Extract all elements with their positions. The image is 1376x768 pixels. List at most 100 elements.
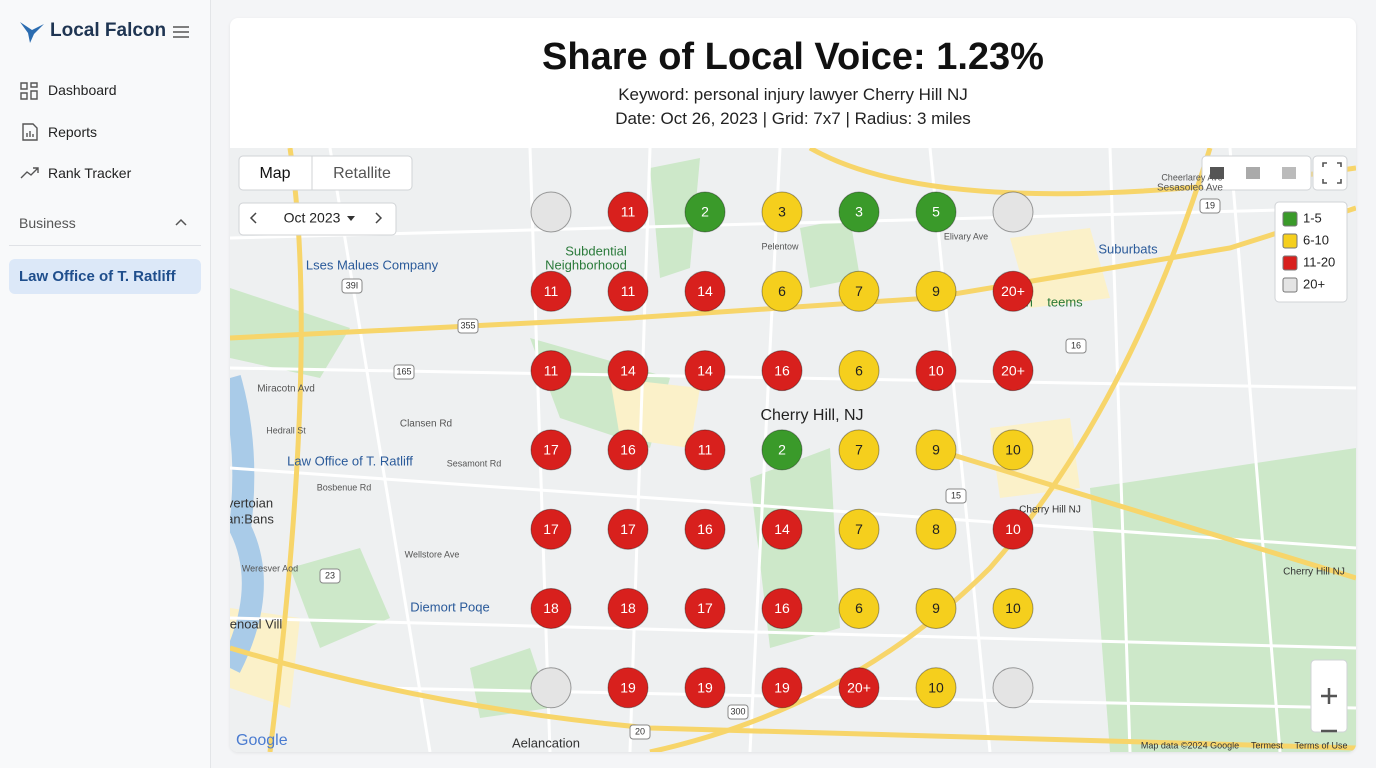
- view-icons[interactable]: [1210, 167, 1296, 179]
- rank-marker[interactable]: [915, 429, 957, 471]
- rank-marker[interactable]: [838, 588, 880, 629]
- rank-marker[interactable]: [530, 429, 572, 471]
- brand-logo: [20, 22, 44, 43]
- nav-item[interactable]: Rank Tracker: [48, 165, 132, 181]
- road-shield: [1065, 338, 1087, 354]
- map[interactable]: Cherry Hill, NJ Law Office of T. Ratliff S…: [230, 148, 1356, 752]
- rank-marker[interactable]: [915, 588, 957, 629]
- menu-toggle[interactable]: [173, 25, 189, 39]
- rank-marker[interactable]: [684, 667, 726, 709]
- rank-marker[interactable]: [915, 270, 957, 312]
- rank-marker[interactable]: [530, 270, 572, 312]
- road-number: 300: [730, 706, 745, 716]
- attribution[interactable]: Terms of Use: [1294, 740, 1347, 750]
- rank-marker[interactable]: [530, 588, 572, 629]
- rank-marker[interactable]: [992, 350, 1034, 392]
- rank-marker[interactable]: [530, 508, 572, 550]
- place-label: Bosbenue Rd: [317, 482, 372, 492]
- road-number: 16: [1071, 340, 1081, 350]
- rank-marker[interactable]: [607, 429, 649, 471]
- rank-label: 2: [701, 204, 709, 220]
- rank-label: 5: [932, 204, 940, 220]
- collapse-icon[interactable]: [175, 218, 187, 226]
- rank-marker[interactable]: [992, 270, 1034, 312]
- place-label: Suburbats: [1098, 241, 1158, 256]
- rank-marker[interactable]: [607, 667, 649, 709]
- rank-marker[interactable]: [684, 508, 726, 550]
- rank-marker[interactable]: [761, 588, 803, 629]
- rank-marker[interactable]: [761, 508, 803, 550]
- nav-item[interactable]: Dashboard: [48, 82, 117, 98]
- rank-marker[interactable]: [607, 508, 649, 550]
- zoom-icons[interactable]: [1321, 688, 1337, 733]
- rank-label: 14: [697, 362, 713, 378]
- rank-marker[interactable]: [761, 191, 803, 233]
- rank-marker[interactable]: [915, 508, 957, 550]
- place-label: Wellstore Ave: [405, 549, 460, 559]
- rank-marker[interactable]: [761, 429, 803, 471]
- water: [230, 374, 264, 673]
- date-dropdown[interactable]: [347, 216, 355, 221]
- legend-swatch: [1282, 277, 1298, 293]
- place-label: Weresver Aod: [242, 563, 298, 573]
- date-picker[interactable]: Oct 2023: [284, 210, 341, 226]
- rank-label: 18: [543, 600, 559, 616]
- rank-label: 2: [778, 442, 786, 458]
- rank-marker[interactable]: [992, 508, 1034, 550]
- satellite-tab[interactable]: Retallite: [333, 165, 391, 182]
- date-arrows[interactable]: [249, 212, 383, 224]
- rank-marker[interactable]: [761, 350, 803, 392]
- rank-marker[interactable]: [838, 429, 880, 471]
- place-label: Diemort Poqe: [410, 599, 489, 614]
- rank-marker[interactable]: [838, 270, 880, 312]
- rank-label: 16: [774, 600, 790, 616]
- rank-marker[interactable]: [761, 667, 803, 709]
- rank-marker[interactable]: [992, 667, 1034, 709]
- rank-marker[interactable]: [684, 270, 726, 312]
- rank-marker[interactable]: [915, 350, 957, 392]
- road-number: 39I: [346, 280, 359, 290]
- nav-item[interactable]: Reports: [48, 124, 98, 140]
- rank-marker[interactable]: [992, 588, 1034, 629]
- rank-marker[interactable]: [684, 191, 726, 233]
- rank-marker[interactable]: [530, 667, 572, 709]
- rank-marker[interactable]: [838, 191, 880, 233]
- road-number: 19: [1205, 200, 1215, 210]
- rank-marker[interactable]: [607, 350, 649, 392]
- fullscreen-icon[interactable]: [1322, 162, 1342, 184]
- rank-marker[interactable]: [838, 350, 880, 392]
- rank-marker[interactable]: [684, 429, 726, 471]
- map-tab[interactable]: Map: [259, 165, 290, 182]
- rank-label: 19: [697, 680, 713, 696]
- rank-label: 10: [1005, 521, 1021, 537]
- section-heading[interactable]: Business: [19, 215, 76, 231]
- rank-marker[interactable]: [838, 508, 880, 550]
- rank-marker[interactable]: [607, 191, 649, 233]
- rank-marker[interactable]: [607, 270, 649, 312]
- location-item[interactable]: Law Office of T. Ratliff: [9, 259, 201, 294]
- place-label: Law Office of T. Ratliff: [287, 453, 413, 468]
- rank-marker[interactable]: [684, 350, 726, 392]
- place-label: Lses Malues Company: [306, 257, 439, 272]
- place-label: vertoian: [230, 495, 273, 510]
- rank-marker[interactable]: [992, 191, 1034, 233]
- rank-label: 6: [778, 283, 786, 299]
- rank-marker[interactable]: [838, 667, 880, 709]
- rank-marker[interactable]: [684, 588, 726, 629]
- brand[interactable]: Local Falcon: [50, 20, 167, 41]
- rank-marker[interactable]: [915, 667, 957, 709]
- rank-label: 6: [855, 600, 863, 616]
- place-label: an:Bans: [230, 511, 274, 526]
- rank-marker[interactable]: [530, 191, 572, 233]
- rank-marker[interactable]: [992, 429, 1034, 471]
- rank-marker[interactable]: [607, 588, 649, 629]
- rank-marker[interactable]: [530, 350, 572, 392]
- rank-marker[interactable]: [761, 270, 803, 312]
- google-logo: Google: [236, 732, 288, 749]
- rank-label: 9: [932, 283, 940, 299]
- rank-marker[interactable]: [915, 191, 957, 233]
- attribution[interactable]: Termest: [1251, 740, 1284, 750]
- rank-label: 10: [1005, 600, 1021, 616]
- road-shield: [727, 704, 749, 720]
